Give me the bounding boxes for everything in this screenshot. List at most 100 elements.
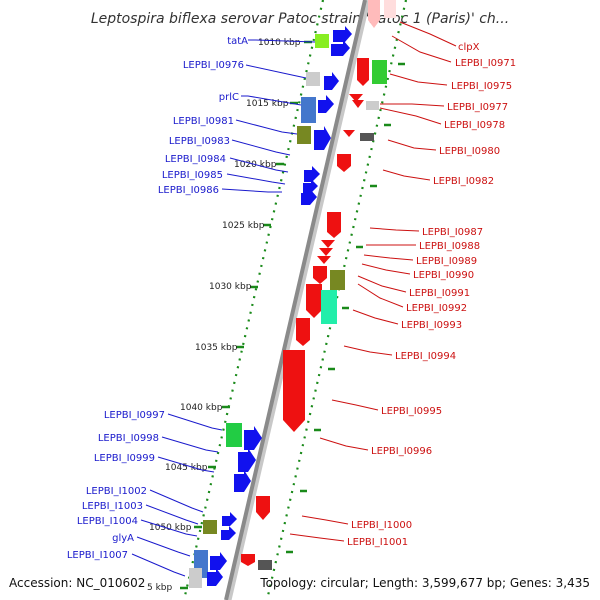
gene-box [366, 101, 379, 110]
leader-line [241, 95, 302, 106]
gene-label: tatA [227, 36, 248, 47]
gene-arrow [303, 179, 318, 193]
leader-line [157, 456, 215, 473]
gene-arrow [221, 526, 236, 540]
leader-line [369, 227, 420, 232]
leader-line [343, 345, 393, 356]
right-labels: clpX LEPBI_I0971 LEPBI_I0975 LEPBI_I0977… [347, 42, 516, 548]
gene-arrow [343, 130, 355, 137]
gene-arrow [222, 512, 237, 526]
gene-box [226, 423, 242, 447]
leader-line [136, 536, 191, 557]
gene-label: LEPBI_I0981 [173, 116, 234, 127]
gene-label: LEPBI_I0986 [158, 185, 219, 196]
genome-backbone [224, 0, 367, 600]
right-leaders [289, 21, 457, 542]
leader-line [235, 119, 298, 135]
leader-line [319, 437, 369, 451]
kbp-label: 1050 kbp [149, 523, 192, 533]
gene-label: glyA [112, 533, 134, 544]
kbp-label: 1030 kbp [209, 282, 252, 292]
gene-label: LEPBI_I1001 [347, 537, 408, 548]
gene-arrow [238, 448, 256, 472]
kbp-label: 1035 kbp [195, 343, 238, 353]
gene-label: LEPBI_I0988 [419, 241, 480, 252]
gene-label: LEPBI_I1007 [67, 550, 128, 561]
gene-arrow [314, 126, 331, 150]
gene-label: LEPBI_I0975 [451, 81, 512, 92]
gene-box [306, 72, 320, 86]
map-title: Leptospira biflexa serovar Patoc strain … [91, 11, 509, 27]
scale-line-left [182, 0, 325, 600]
gene-label: LEPBI_I1002 [86, 486, 147, 497]
gene-label: LEPBI_I1003 [82, 501, 143, 512]
kbp-label: 1045 kbp [165, 463, 208, 473]
gene-label: LEPBI_I0999 [94, 453, 155, 464]
kbp-label: 5 kbp [147, 583, 173, 593]
leader-line [140, 519, 198, 537]
leader-line [221, 188, 282, 193]
reverse-features [241, 0, 396, 570]
gene-box [297, 126, 311, 144]
gene-box [189, 568, 202, 588]
leader-line [399, 21, 457, 47]
leader-line [301, 515, 349, 525]
gene-arrow [317, 256, 331, 264]
leader-line [387, 139, 437, 151]
gene-arrow [337, 154, 351, 172]
gene-label: LEPBI_I1004 [77, 516, 138, 527]
gene-label: LEPBI_I0992 [406, 303, 467, 314]
gene-label: LEPBI_I0996 [371, 446, 432, 457]
leader-line [248, 39, 316, 43]
gene-arrow [352, 100, 364, 108]
gene-arrow [368, 0, 380, 28]
gene-box [321, 290, 337, 324]
gene-label: LEPBI_I0997 [104, 410, 165, 421]
leader-line [357, 275, 407, 293]
gene-label: LEPBI_I0985 [162, 170, 223, 181]
gene-arrow [241, 554, 255, 566]
gene-box [301, 97, 316, 123]
gene-arrow [296, 318, 310, 346]
gene-arrow [333, 26, 352, 42]
gene-arrow [318, 95, 334, 113]
leader-line [363, 254, 414, 261]
gene-arrow [327, 212, 341, 238]
gene-arrow [319, 248, 333, 256]
gene-box [315, 34, 329, 48]
accession-text: Accession: NC_010602 [9, 576, 145, 590]
gene-arrow [306, 284, 322, 318]
leader-line [231, 139, 291, 156]
gene-box [258, 560, 272, 570]
leader-line [391, 35, 452, 63]
leader-line [379, 107, 442, 125]
leader-line [331, 399, 379, 411]
gene-label: LEPBI_I0984 [165, 154, 226, 165]
gene-label: LEPBI_I0991 [409, 288, 470, 299]
gene-label: clpX [458, 42, 480, 53]
gene-box [360, 133, 374, 141]
leader-line [289, 533, 345, 542]
kbp-label: 1025 kbp [222, 221, 265, 231]
forward-features [189, 26, 352, 588]
gene-box [372, 60, 387, 84]
leader-line [380, 103, 445, 107]
gene-label: LEPBI_I0990 [413, 270, 474, 281]
gene-label: LEPBI_I0994 [395, 351, 456, 362]
scale-line-right [265, 0, 408, 600]
gene-label: LEPBI_I0987 [422, 227, 483, 238]
leader-line [245, 64, 307, 79]
leader-line [149, 489, 204, 513]
leader-line [229, 157, 289, 173]
gene-box [203, 520, 217, 534]
gene-arrow [283, 350, 305, 432]
leader-line [145, 504, 199, 525]
gene-arrow [357, 58, 369, 86]
gene-arrow [313, 266, 327, 284]
gene-box [384, 0, 396, 18]
leader-line [352, 309, 399, 325]
kbp-ticks [180, 40, 405, 590]
left-labels: tatA LEPBI_I0976 prlC LEPBI_I0981 LEPBI_… [67, 36, 248, 561]
gene-label: LEPBI_I0982 [433, 176, 494, 187]
